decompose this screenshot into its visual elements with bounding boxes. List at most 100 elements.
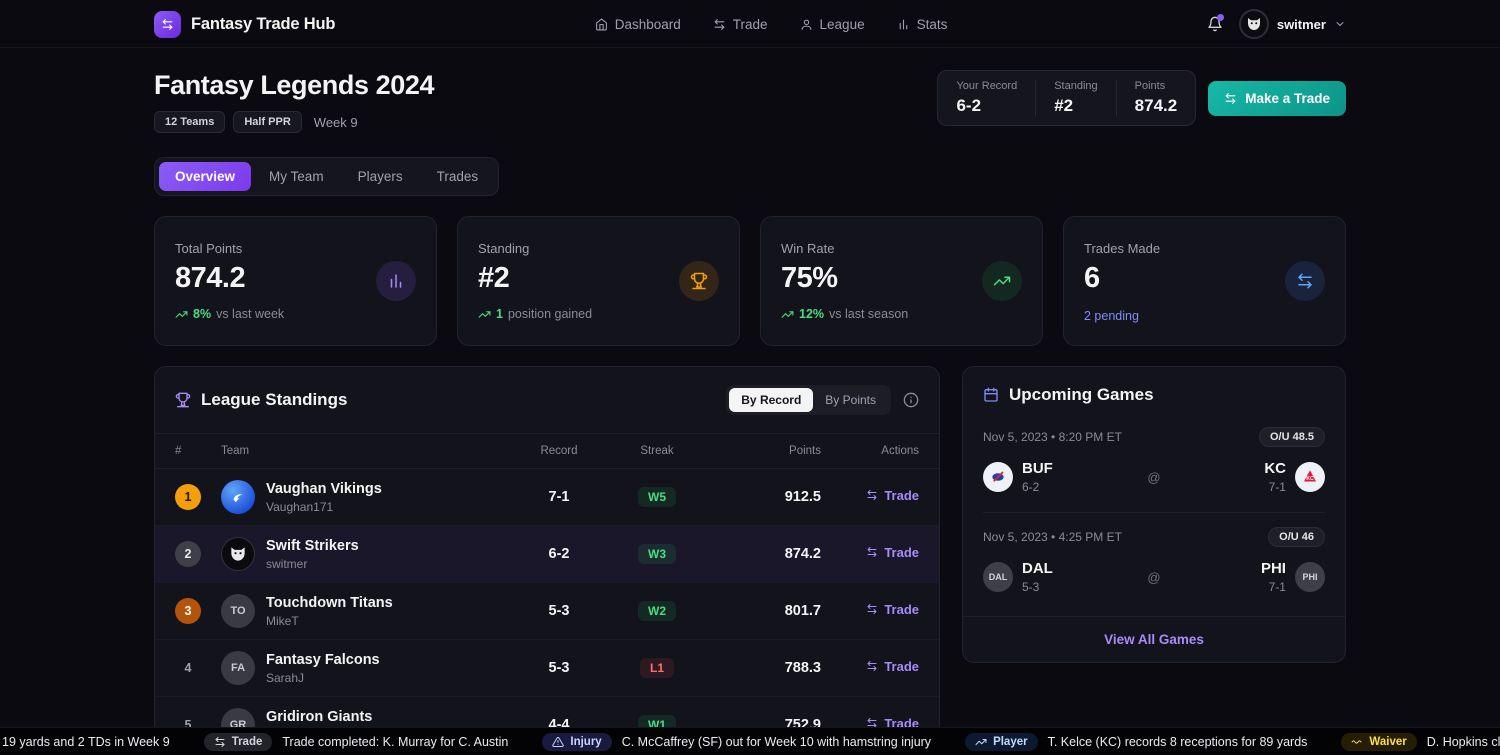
- calendar-icon: [984, 387, 998, 402]
- game-row: Nov 5, 2023 • 4:25 PM ET O/U 46 DAL DAL …: [963, 519, 1345, 610]
- over-under-badge: O/U 48.5: [1258, 427, 1325, 447]
- table-row: 4 FA Fantasy Falcons SarahJ 5-3 L1 788.3…: [155, 640, 939, 697]
- toggle-by-points[interactable]: By Points: [825, 393, 876, 407]
- swap-icon: [867, 661, 877, 672]
- notification-dot: [1216, 14, 1224, 21]
- trade-button[interactable]: Trade: [866, 602, 919, 617]
- streak-badge: L1: [639, 658, 674, 678]
- stat-card-total-points: Total Points 874.2 8% vs last week: [154, 216, 437, 346]
- trending-up-icon: [478, 310, 491, 318]
- ticker-item: Waiver D. Hopkins claimed off waivers: [1341, 732, 1500, 751]
- view-all-games-link[interactable]: View All Games: [963, 616, 1345, 662]
- home-icon: [595, 18, 607, 30]
- stat-card-standing: Standing #2 1 position gained: [457, 216, 740, 346]
- bar-chart-icon: [376, 261, 416, 301]
- player-badge: Player: [965, 732, 1038, 751]
- team-avatar: FA: [221, 651, 255, 685]
- standings-table-header: # Team Record Streak Points Actions: [155, 433, 939, 469]
- brand[interactable]: Fantasy Trade Hub: [154, 10, 336, 38]
- chevron-down-icon: [1336, 22, 1344, 26]
- tab-players[interactable]: Players: [357, 169, 403, 184]
- user-icon: [801, 19, 811, 30]
- trade-button[interactable]: Trade: [866, 488, 919, 503]
- owner-name: Vaughan171: [266, 499, 334, 514]
- owner-name: switmer: [266, 556, 308, 571]
- team-avatar: TO: [221, 594, 255, 628]
- team-record: 6-2: [1022, 480, 1040, 494]
- standing-stat: Standing #2: [1035, 80, 1115, 116]
- table-row: 1 Vaughan Vikings Vaughan171 7-1 W5 912.…: [155, 469, 939, 526]
- svg-text:KC: KC: [1306, 476, 1314, 482]
- sort-toggle: By Record By Points: [726, 385, 891, 415]
- stat-cards: Total Points 874.2 8% vs last week Stand…: [154, 216, 1346, 346]
- team-abbr: KC: [1264, 460, 1286, 477]
- wolf-logo-icon: [1247, 18, 1260, 30]
- over-under-badge: O/U 46: [1268, 527, 1325, 547]
- points-value: 874.2: [784, 546, 821, 562]
- nav-dashboard[interactable]: Dashboard: [595, 17, 681, 32]
- points-value: 801.7: [784, 603, 821, 619]
- rank-badge: 3: [175, 598, 201, 624]
- waiver-badge: Waiver: [1341, 732, 1417, 751]
- main-nav: Dashboard Trade League Stats: [595, 17, 947, 32]
- swap-icon: [867, 547, 877, 558]
- points-stat: Points 874.2: [1115, 80, 1196, 116]
- make-a-trade-button[interactable]: Make a Trade: [1208, 80, 1346, 116]
- swap-icon: [867, 604, 877, 615]
- team-logo-buf: [983, 462, 1013, 492]
- alert-triangle-icon: [552, 736, 565, 747]
- top-nav: Fantasy Trade Hub Dashboard Trade League…: [0, 0, 1500, 48]
- team-avatar: [221, 537, 255, 571]
- streak-badge: W2: [638, 601, 676, 621]
- league-standings-panel: League Standings By Record By Points # T…: [154, 366, 940, 755]
- trending-up-icon: [975, 738, 987, 745]
- wave-icon: [1351, 739, 1362, 744]
- swap-icon: [215, 736, 225, 747]
- info-button[interactable]: [903, 392, 919, 408]
- divider: [983, 512, 1325, 513]
- page-title: Fantasy Legends 2024: [154, 70, 435, 100]
- streak-badge: W3: [638, 544, 676, 564]
- app-title: Fantasy Trade Hub: [191, 14, 336, 33]
- team-logo-phi: PHI: [1294, 562, 1325, 592]
- record-value: 5-3: [548, 660, 570, 676]
- rank-badge: 4: [184, 661, 192, 675]
- league-meta: 12 Teams Half PPR Week 9: [154, 111, 434, 133]
- news-ticker: 19 yards and 2 TDs in Week 9 Trade Trade…: [0, 727, 1500, 755]
- ticker-item: Injury C. McCaffrey (SF) out for Week 10…: [542, 732, 931, 751]
- ticker-item: 19 yards and 2 TDs in Week 9: [2, 734, 170, 749]
- trade-badge: Trade: [203, 732, 273, 751]
- toggle-by-record[interactable]: By Record: [729, 388, 814, 412]
- trade-button[interactable]: Trade: [866, 659, 919, 674]
- user-menu[interactable]: switmer: [1238, 9, 1346, 39]
- team-record: 7-1: [1268, 580, 1286, 594]
- tab-trades[interactable]: Trades: [436, 169, 479, 184]
- team-name: Swift Strikers: [266, 537, 359, 554]
- team-abbr: DAL: [1022, 560, 1053, 577]
- nav-trade[interactable]: Trade: [713, 17, 768, 32]
- week-label: Week 9: [313, 114, 358, 130]
- trending-up-icon: [781, 310, 794, 318]
- nav-league[interactable]: League: [800, 17, 865, 32]
- upcoming-games-panel: Upcoming Games Nov 5, 2023 • 8:20 PM ET …: [962, 366, 1346, 663]
- trade-button[interactable]: Trade: [866, 545, 919, 560]
- table-row: 2 Swift Strikers switmer 6-2 W3 874.2 Tr…: [155, 526, 939, 583]
- game-datetime: Nov 5, 2023 • 4:25 PM ET: [983, 530, 1122, 544]
- upcoming-games-title: Upcoming Games: [1009, 385, 1154, 404]
- team-name: Fantasy Falcons: [266, 651, 380, 668]
- at-separator: @: [1147, 469, 1161, 485]
- standings-title: League Standings: [201, 390, 348, 409]
- tab-overview[interactable]: Overview: [159, 162, 252, 191]
- game-datetime: Nov 5, 2023 • 8:20 PM ET: [983, 430, 1122, 444]
- game-row: Nov 5, 2023 • 8:20 PM ET O/U 48.5 BUF 6-…: [963, 419, 1345, 510]
- notifications-button[interactable]: [1207, 14, 1224, 32]
- trending-up-icon: [175, 310, 188, 318]
- owner-name: SarahJ: [266, 670, 305, 685]
- team-name: Vaughan Vikings: [266, 480, 382, 497]
- user-avatar: [1238, 9, 1269, 39]
- nav-stats[interactable]: Stats: [897, 17, 947, 32]
- scoring-badge: Half PPR: [233, 111, 302, 133]
- swap-icon: [1285, 261, 1325, 301]
- tab-my-team[interactable]: My Team: [269, 169, 324, 184]
- swap-icon: [1225, 92, 1236, 104]
